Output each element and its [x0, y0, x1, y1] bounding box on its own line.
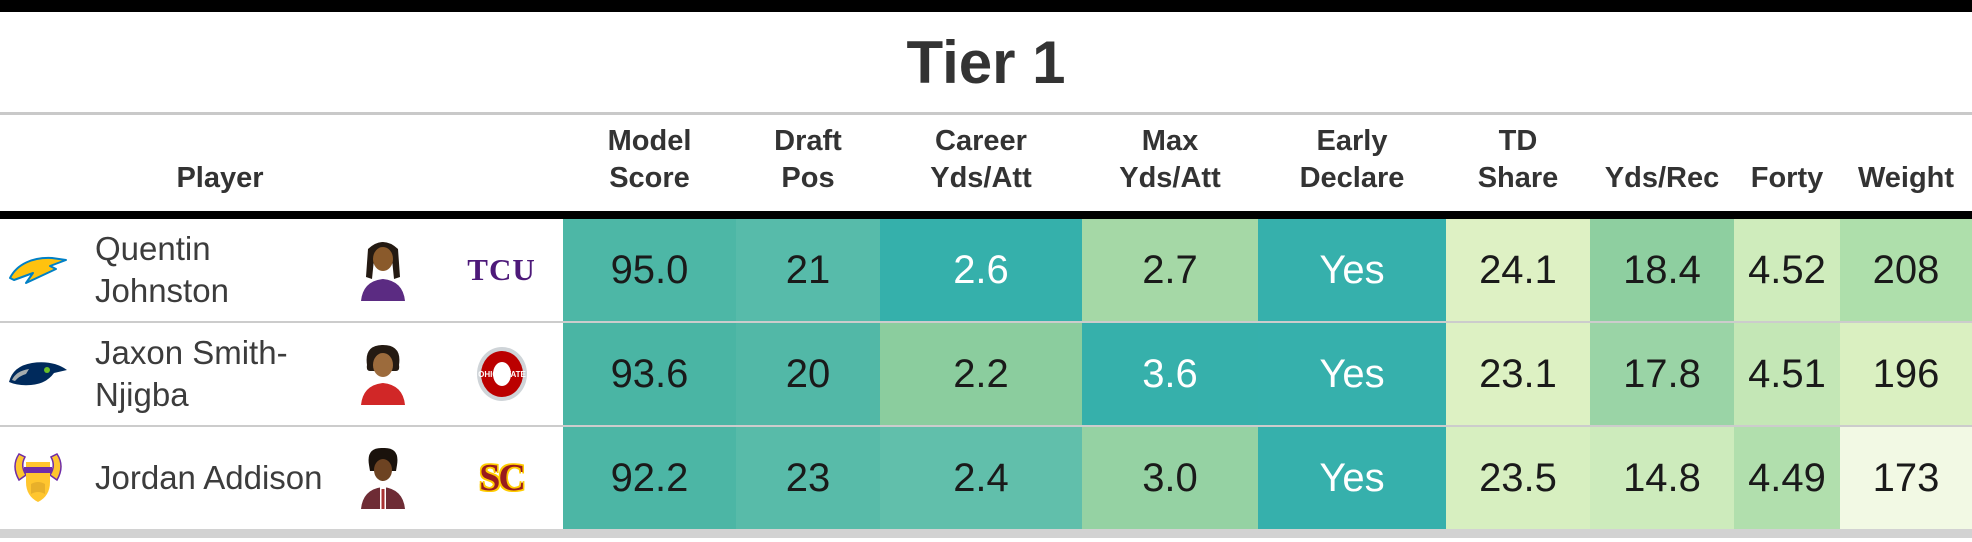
stat-cell-model-score: 93.6 — [563, 323, 736, 425]
row-divider — [0, 425, 1972, 427]
stat-cell-forty: 4.51 — [1734, 323, 1840, 425]
stat-cell-model-score: 92.2 — [563, 427, 736, 529]
stat-cell-weight: 196 — [1840, 323, 1972, 425]
usc-logo: SC — [440, 427, 563, 529]
title-section: Tier 1 — [0, 12, 1972, 112]
ohio-state-logo: OHIO STATE — [440, 323, 563, 425]
bottom-rule — [0, 529, 1972, 538]
column-header-model-score: Model Score — [607, 124, 692, 194]
table-header-row: Player Model Score Draft Pos Career Yds/… — [0, 115, 1972, 211]
stat-cell-yds-rec: 17.8 — [1590, 323, 1734, 425]
usc-logo-text: SC — [479, 457, 526, 499]
player-name: Jordan Addison — [95, 459, 323, 497]
stat-cell-max-ydsatt: 3.0 — [1082, 427, 1258, 529]
stat-cell-career-ydsatt: 2.4 — [880, 427, 1082, 529]
stat-cell-td-share: 23.1 — [1446, 323, 1590, 425]
stat-cell-forty: 4.52 — [1734, 219, 1840, 321]
row-divider — [0, 321, 1972, 323]
stat-cell-career-ydsatt: 2.6 — [880, 219, 1082, 321]
stat-cell-draft-pos: 20 — [736, 323, 880, 425]
page-title: Tier 1 — [906, 28, 1066, 96]
column-header-player: Player — [176, 161, 264, 194]
stat-cell-td-share: 24.1 — [1446, 219, 1590, 321]
stat-cell-td-share: 23.5 — [1446, 427, 1590, 529]
column-header-career-ydsatt: Career Yds/Att — [930, 124, 1032, 194]
column-header-max-ydsatt: Max Yds/Att — [1119, 124, 1221, 194]
player-headshot — [325, 427, 440, 529]
table-row: Jordan Addison SC 92.2 23 2.4 3.0 Yes 23… — [0, 427, 1972, 529]
stat-cell-weight: 208 — [1840, 219, 1972, 321]
player-name: Quentin Johnston — [95, 230, 229, 309]
column-header-weight: Weight — [1857, 161, 1955, 194]
stat-cell-early-declare: Yes — [1258, 323, 1446, 425]
player-name: Jaxon Smith-Njigba — [95, 334, 288, 413]
column-header-draft-pos: Draft Pos — [774, 124, 842, 194]
stat-cell-max-ydsatt: 3.6 — [1082, 323, 1258, 425]
stat-cell-draft-pos: 21 — [736, 219, 880, 321]
stat-cell-early-declare: Yes — [1258, 219, 1446, 321]
column-header-td-share: TD Share — [1477, 124, 1559, 194]
ohio-state-logo-text: OHIO STATE — [478, 370, 526, 379]
table-row: Jaxon Smith-Njigba OHIO STATE 93.6 20 2.… — [0, 323, 1972, 425]
table-row: Quentin Johnston TCU 95.0 21 2.6 2.7 Yes… — [0, 219, 1972, 321]
top-rule — [0, 0, 1972, 12]
column-header-early-declare: Early Declare — [1299, 124, 1405, 194]
stat-cell-draft-pos: 23 — [736, 427, 880, 529]
player-headshot — [325, 323, 440, 425]
column-header-forty: Forty — [1750, 161, 1824, 194]
title-divider — [0, 112, 1972, 115]
stat-cell-yds-rec: 18.4 — [1590, 219, 1734, 321]
seahawks-logo — [0, 323, 75, 425]
column-header-yds-rec: Yds/Rec — [1604, 161, 1720, 194]
stat-cell-max-ydsatt: 2.7 — [1082, 219, 1258, 321]
header-rule — [0, 211, 1972, 219]
chargers-bolt-logo — [0, 219, 75, 321]
tcu-logo-text: TCU — [467, 252, 536, 287]
stat-cell-weight: 173 — [1840, 427, 1972, 529]
stat-cell-model-score: 95.0 — [563, 219, 736, 321]
stat-cell-career-ydsatt: 2.2 — [880, 323, 1082, 425]
stat-cell-yds-rec: 14.8 — [1590, 427, 1734, 529]
player-headshot — [325, 219, 440, 321]
stat-cell-forty: 4.49 — [1734, 427, 1840, 529]
vikings-logo — [0, 427, 75, 529]
tcu-logo: TCU — [440, 219, 563, 321]
stat-cell-early-declare: Yes — [1258, 427, 1446, 529]
